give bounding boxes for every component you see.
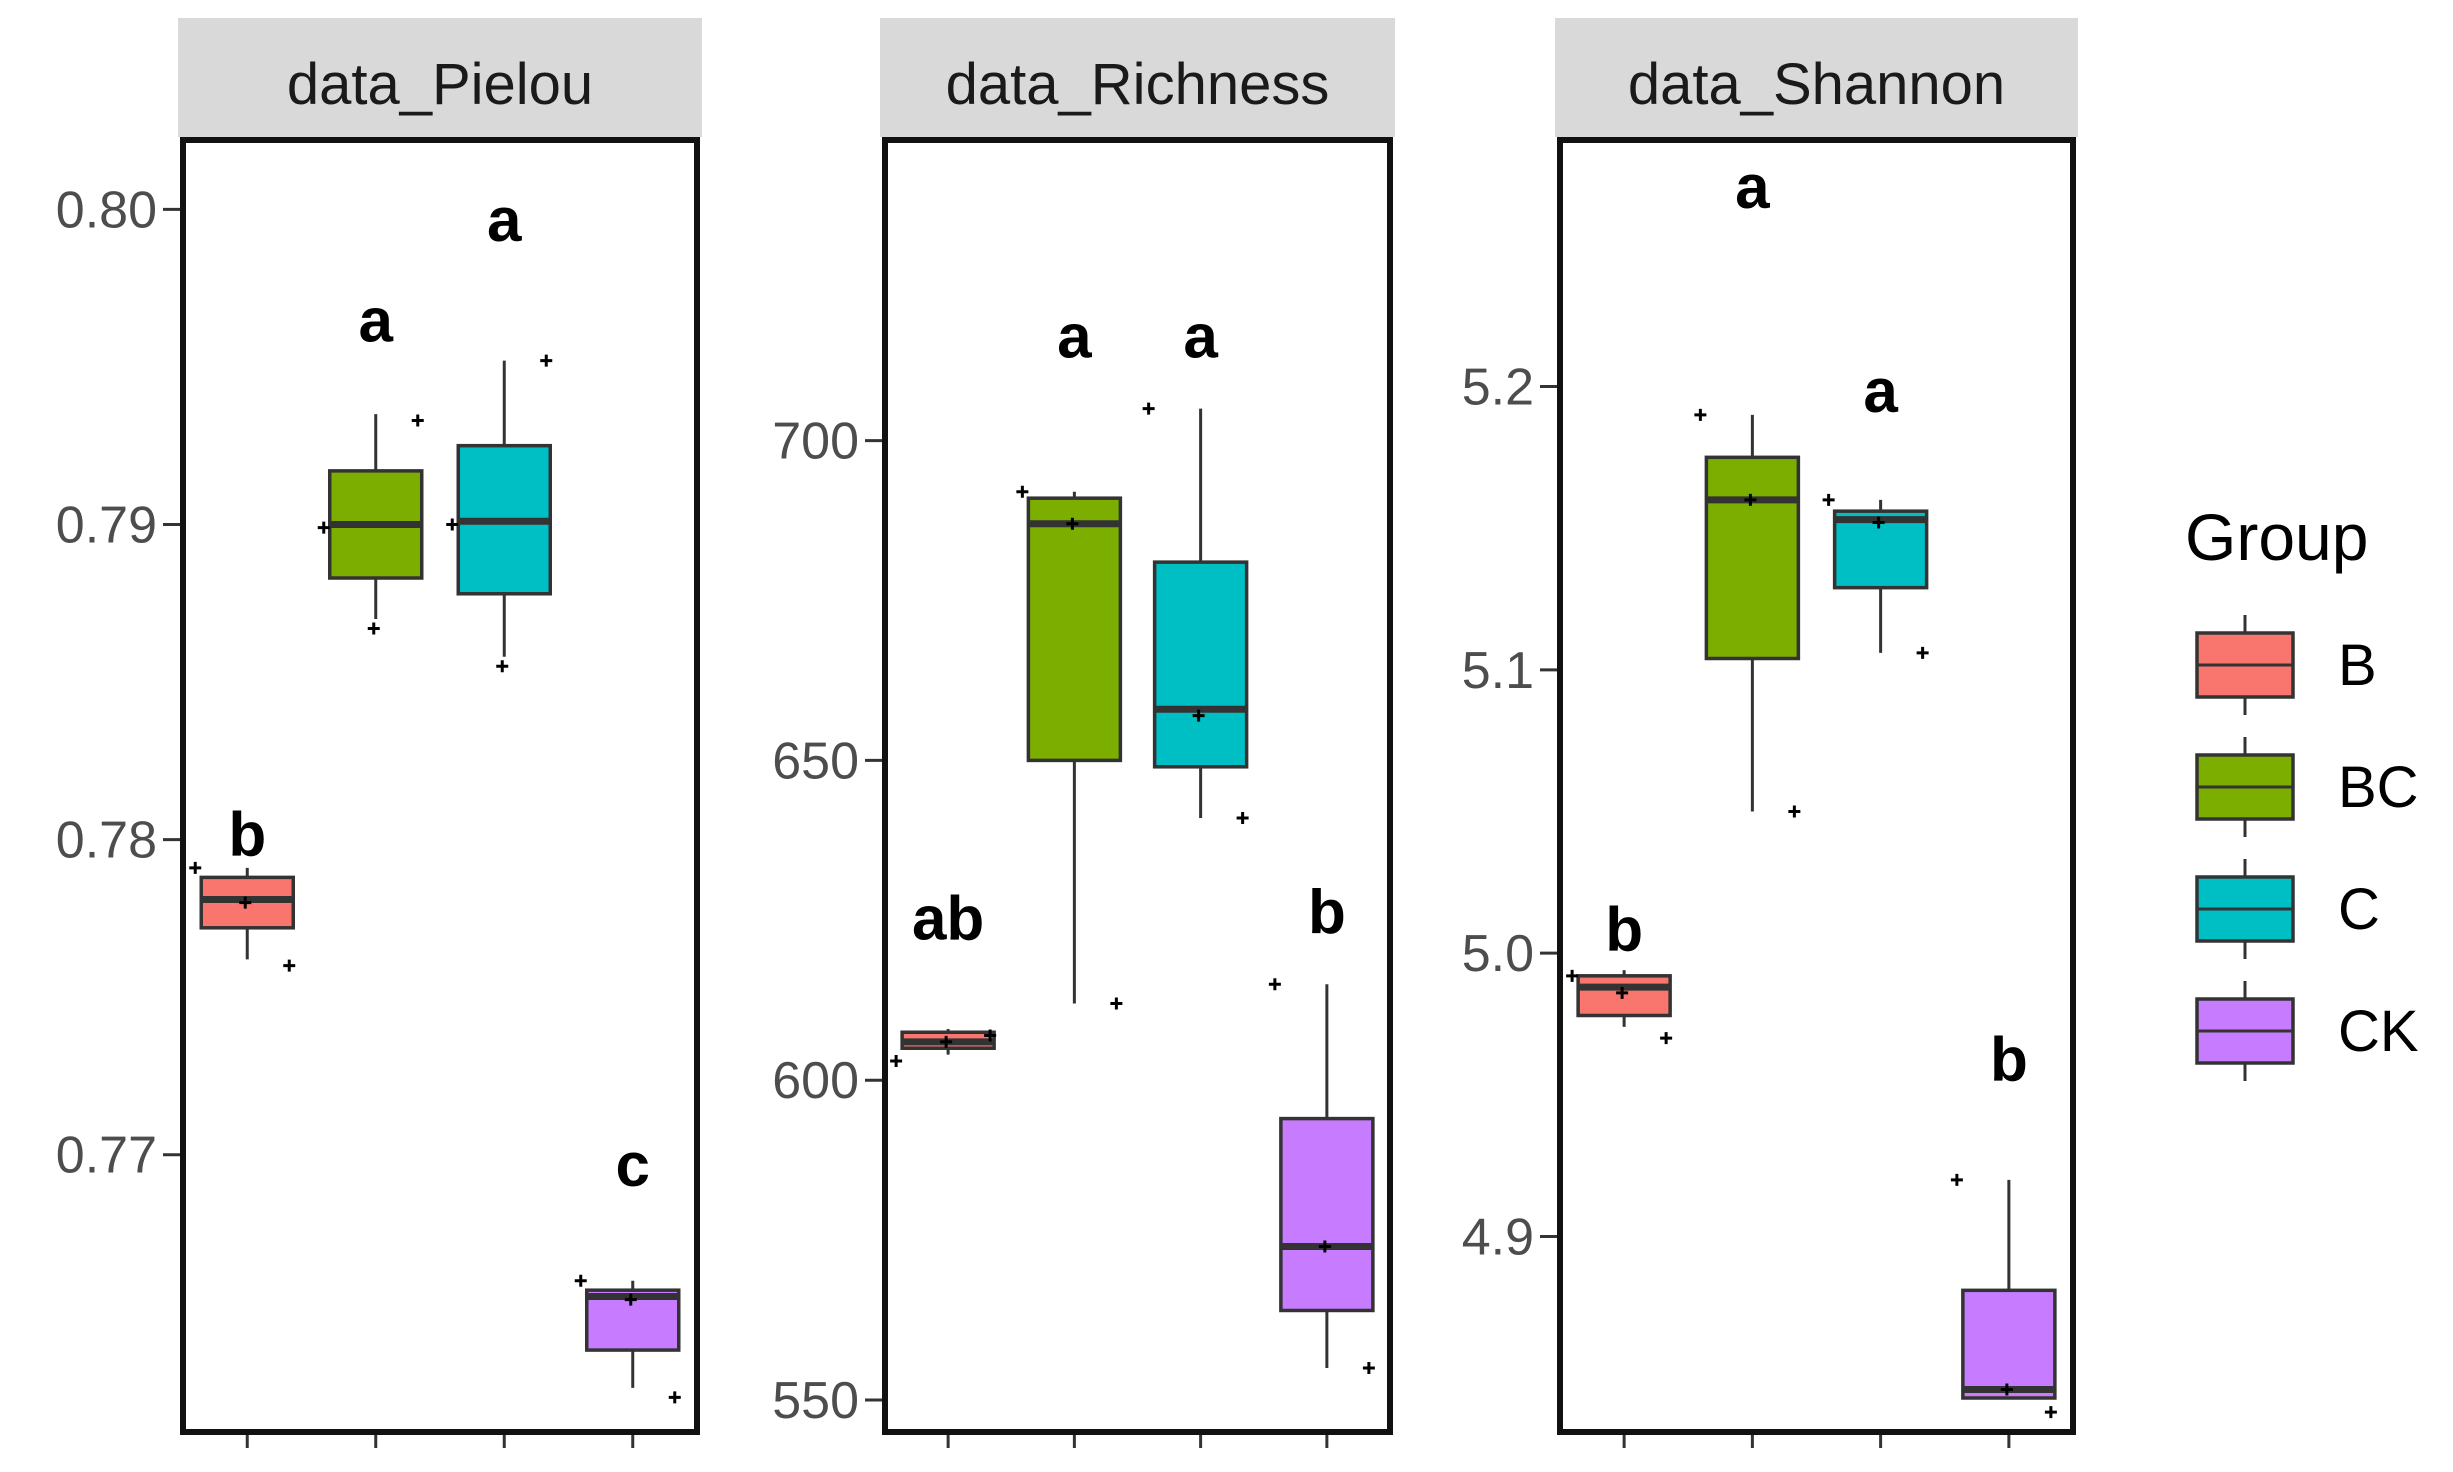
data-point — [367, 622, 380, 635]
facet-strip — [1555, 18, 2078, 137]
data-point — [1318, 1240, 1331, 1253]
data-point — [668, 1391, 681, 1404]
data-point — [1192, 709, 1205, 722]
panel-border — [180, 137, 700, 1435]
data-point — [1822, 493, 1835, 506]
data-point — [1660, 1032, 1673, 1045]
y-tick-label: 4.9 — [1462, 1209, 1534, 1267]
data-point — [1016, 485, 1029, 498]
data-point — [1268, 978, 1281, 991]
y-tick-label: 700 — [772, 413, 859, 471]
y-tick-label: 600 — [772, 1052, 859, 1110]
data-point — [1916, 646, 1929, 659]
data-point — [1744, 493, 1757, 506]
facet-title: data_Pielou — [287, 52, 593, 117]
significance-label: a — [1863, 357, 1898, 426]
box-C — [1152, 560, 1249, 769]
box-BC — [1704, 455, 1801, 661]
data-point — [1066, 517, 1079, 530]
data-point — [2000, 1383, 2013, 1396]
facet-title: data_Richness — [946, 52, 1330, 117]
data-point — [574, 1274, 587, 1287]
data-point — [1566, 969, 1579, 982]
significance-label: b — [1308, 878, 1346, 947]
facet-strip — [880, 18, 1395, 137]
data-point — [1110, 997, 1123, 1010]
data-point — [1142, 402, 1155, 415]
facet-title: data_Shannon — [1628, 52, 2005, 117]
data-point — [411, 414, 424, 427]
y-tick-label: 0.79 — [56, 496, 157, 554]
box-BC — [1026, 496, 1123, 763]
data-point — [1694, 408, 1707, 421]
panel-border — [882, 137, 1393, 1435]
data-point — [317, 521, 330, 534]
y-tick-label: 0.78 — [56, 812, 157, 870]
legend-label: B — [2338, 633, 2377, 698]
panel-border — [1557, 137, 2076, 1435]
significance-label: c — [616, 1131, 650, 1200]
significance-label: a — [1183, 302, 1218, 371]
y-tick-label: 550 — [772, 1372, 859, 1430]
data-point — [239, 896, 252, 909]
significance-label: a — [1735, 153, 1770, 222]
data-point — [1616, 986, 1629, 999]
significance-label: a — [487, 186, 522, 255]
y-tick-label: 650 — [772, 732, 859, 790]
data-point — [890, 1055, 903, 1068]
data-point — [540, 354, 553, 367]
data-point — [1788, 805, 1801, 818]
data-point — [189, 861, 202, 874]
significance-label: a — [1057, 302, 1092, 371]
data-point — [1872, 516, 1885, 529]
data-point — [1950, 1173, 1963, 1186]
y-tick-label: 0.80 — [56, 181, 157, 239]
data-point — [1362, 1362, 1375, 1375]
legend-label: C — [2338, 877, 2380, 942]
box-CK — [1961, 1288, 2057, 1400]
y-tick-label: 5.0 — [1462, 925, 1534, 983]
legend-label: BC — [2338, 755, 2419, 820]
data-point — [984, 1029, 997, 1042]
data-point — [940, 1035, 953, 1048]
y-tick-label: 5.1 — [1462, 642, 1534, 700]
legend-title: Group — [2185, 500, 2368, 574]
data-point — [446, 518, 459, 531]
significance-label: ab — [912, 885, 984, 954]
significance-label: a — [359, 287, 394, 356]
data-point — [1236, 811, 1249, 824]
box-CK — [1279, 1116, 1375, 1313]
y-tick-label: 5.2 — [1462, 359, 1534, 417]
box-B — [1576, 974, 1672, 1018]
significance-label: b — [228, 800, 266, 869]
significance-label: b — [1605, 895, 1643, 964]
facet-strip — [178, 18, 702, 137]
legend-label: CK — [2338, 999, 2419, 1064]
data-point — [2044, 1406, 2057, 1419]
significance-label: b — [1990, 1026, 2028, 1095]
y-tick-label: 0.77 — [56, 1127, 157, 1185]
data-point — [283, 959, 296, 972]
data-point — [496, 660, 509, 673]
data-point — [624, 1293, 637, 1306]
